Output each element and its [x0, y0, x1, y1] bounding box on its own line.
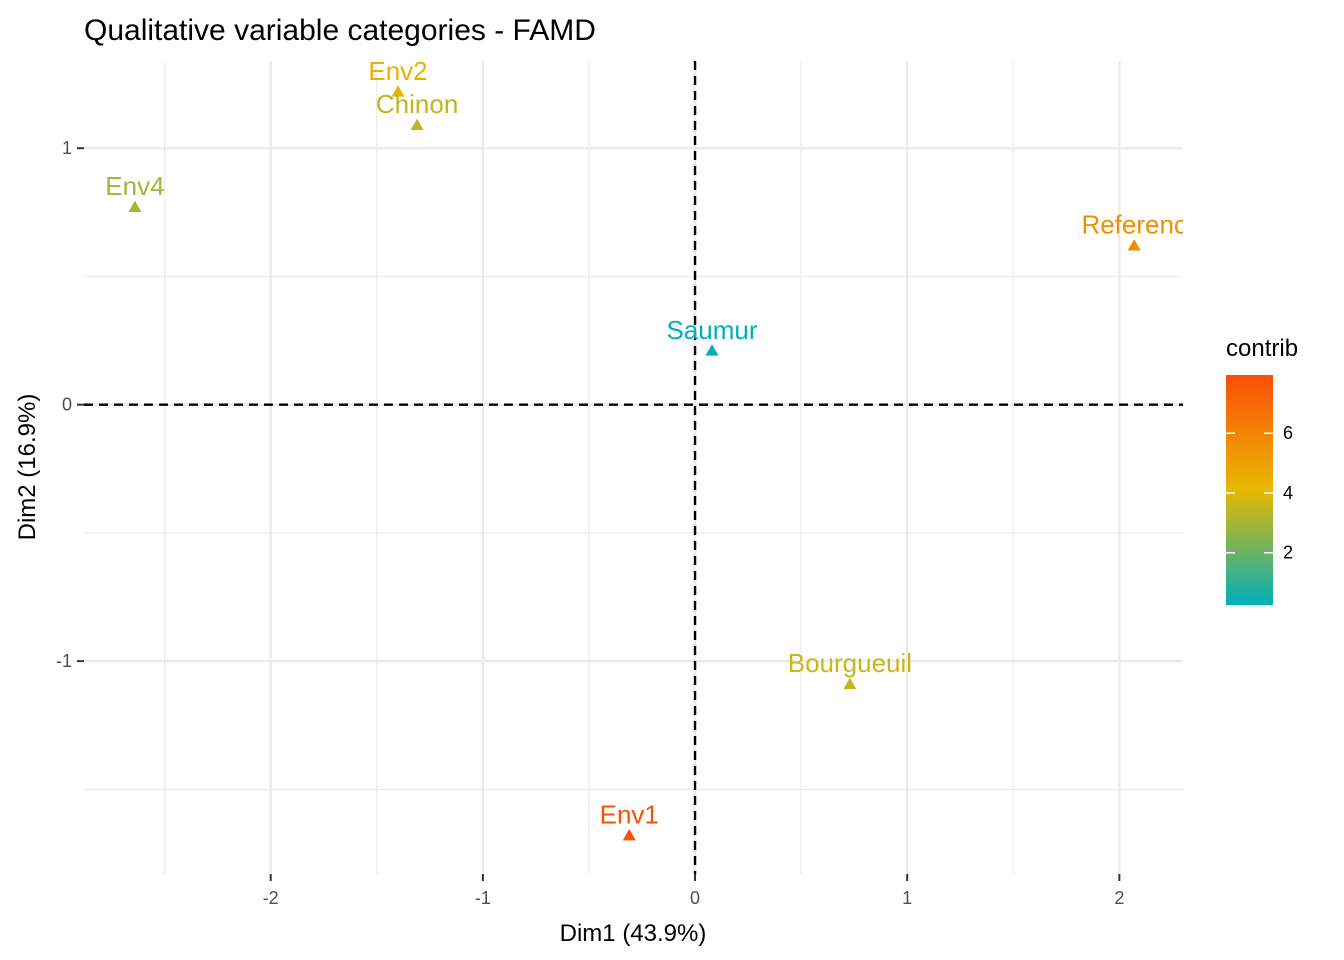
x-tick-label: 0 [690, 888, 700, 908]
x-tick-label: 2 [1114, 888, 1124, 908]
y-tick-label: -1 [56, 651, 72, 671]
x-tick-label: -1 [475, 888, 491, 908]
point-marker-env4 [128, 200, 142, 213]
point-label-env4: Env4 [105, 171, 164, 201]
point-marker-saumur [705, 344, 719, 356]
legend-title: contrib [1226, 335, 1298, 362]
legend-tick-label: 6 [1283, 423, 1293, 443]
legend-colorbar [1226, 375, 1273, 605]
point-label-bourgueuil: Bourgueuil [788, 648, 912, 678]
point-label-saumur: Saumur [666, 315, 757, 345]
axes: -2 -1 0 1 2 -1 0 1 [56, 138, 1124, 908]
x-axis-title: Dim1 (43.9%) [560, 920, 707, 947]
contrib-legend: contrib 2 4 6 [1226, 335, 1298, 605]
point-label-env1: Env1 [600, 800, 659, 830]
point-marker-env2 [391, 85, 405, 97]
grid-lines [84, 61, 1183, 874]
legend-tick-label: 2 [1283, 543, 1293, 563]
point-marker-chinon [410, 118, 424, 130]
point-marker-referenc [1127, 239, 1141, 251]
point-label-env2: Env2 [368, 56, 427, 86]
point-marker-env1 [622, 829, 636, 841]
y-tick-label: 1 [62, 138, 72, 158]
legend-ticks: 2 4 6 [1226, 423, 1293, 563]
y-tick-label: 0 [62, 395, 72, 415]
x-tick-label: 1 [902, 888, 912, 908]
x-tick-label: -2 [263, 888, 279, 908]
chart-title: Qualitative variable categories - FAMD [84, 14, 596, 47]
y-axis-title: Dim2 (16.9%) [14, 394, 41, 541]
legend-tick-label: 4 [1283, 483, 1293, 503]
point-label-chinon: Chinon [376, 89, 458, 119]
point-label-referenc: Referenc [1081, 210, 1187, 240]
reference-lines [84, 61, 1183, 874]
point-marker-bourgueuil [843, 677, 857, 690]
